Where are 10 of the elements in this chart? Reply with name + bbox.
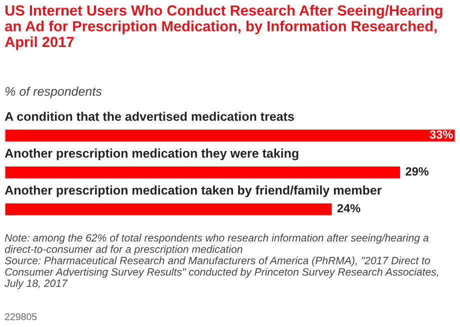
text: 229805: [5, 313, 37, 320]
chart-title: US Internet Users Who Conduct Research After Seeing/Hearing an Ad for Prescription Medication, by Information Researched, April 2017: [4, 4, 442, 50]
y-tick-label: Another prescription medication they were taking: [4, 148, 298, 160]
data-label: 29%: [406, 167, 429, 176]
data-label: 24%: [337, 204, 360, 212]
text: Note: among the 62% of total respondents who research information after seeing/hearing a direct-to-consumer ad for a prescription medication Source: Pharmaceutical Research and Manufacturers of America (PhRMA), "2017 Direct to Consumer Advertising Survey Results" conducted by Princeton Survey Research Associates, July 18, 2017: [4, 234, 438, 290]
data-label: 33%: [430, 130, 453, 139]
y-tick-label: Another prescription medication taken by friend/family member: [4, 185, 382, 198]
chart-subtitle: % of respondents: [5, 86, 102, 98]
y-tick-label: A condition that the advertised medication treats: [4, 112, 294, 121]
